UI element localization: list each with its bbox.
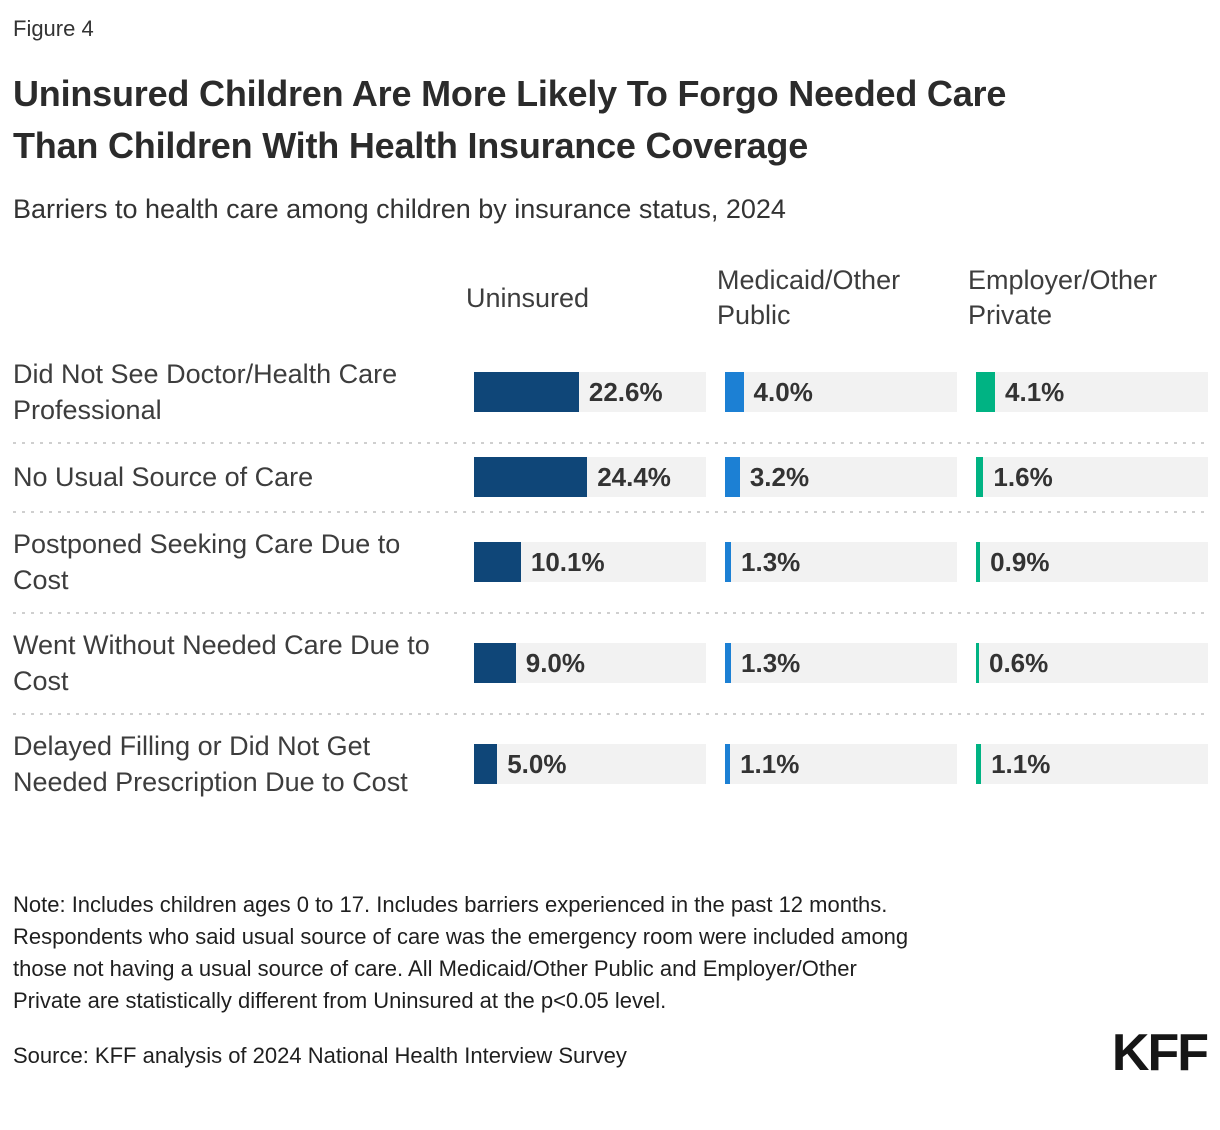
bar-track: 1.1%	[976, 744, 1208, 784]
source-text: Source: KFF analysis of 2024 National He…	[13, 1043, 627, 1068]
category-label: No Usual Source of Care	[13, 462, 314, 492]
note-text: Note: Includes children ages 0 to 17. In…	[13, 892, 909, 1013]
bar-value-label: 22.6%	[588, 376, 663, 407]
bar-track: 0.6%	[976, 643, 1208, 683]
bar-track: 1.3%	[725, 643, 957, 683]
bar-fill	[976, 744, 982, 784]
bar-fill	[976, 542, 981, 582]
bar-value-label: 4.1%	[1005, 376, 1065, 407]
bar-fill	[976, 643, 979, 683]
bar-value-label: 1.6%	[993, 461, 1053, 492]
bar-track: 0.9%	[976, 542, 1208, 582]
bar-fill	[725, 372, 744, 412]
bar-value-label: 0.6%	[989, 647, 1049, 678]
bar-value-label: 5.0%	[507, 748, 567, 779]
bar-track: 4.0%	[725, 372, 957, 412]
bar-fill	[474, 744, 498, 784]
chart-subtitle: Barriers to health care among children b…	[13, 194, 786, 224]
column-header-employer-other-private: Employer/Other Private	[968, 265, 1158, 330]
bar-value-label: 3.2%	[749, 461, 810, 492]
bar-fill	[474, 643, 516, 683]
bar-value-label: 0.9%	[990, 546, 1050, 577]
bar-value-label: 4.0%	[753, 376, 813, 407]
category-label: Delayed Filling or Did Not Get Needed Pr…	[13, 731, 408, 797]
bar-track: 10.1%	[474, 542, 706, 582]
column-header-medicaid-other-public: Medicaid/Other Public	[717, 265, 901, 330]
bar-fill	[474, 457, 588, 497]
bar-value-label: 9.0%	[525, 647, 586, 678]
bar-fill	[474, 372, 579, 412]
bar-track: 9.0%	[474, 643, 706, 683]
figure-label: Figure 4	[13, 16, 94, 41]
chart-row: No Usual Source of Care 24.4% 3.2% 1.6%	[13, 444, 1208, 510]
category-label: Went Without Needed Care Due to Cost	[13, 630, 430, 696]
bar-value-label: 10.1%	[530, 546, 605, 577]
bar-value-label: 1.3%	[741, 546, 801, 577]
chart-title: Uninsured Children Are More Likely To Fo…	[13, 73, 1007, 166]
column-header-row: Uninsured Medicaid/Other Public Employer…	[13, 255, 1207, 341]
row-separator	[13, 611, 1207, 614]
chart-row: Delayed Filling or Did Not Get Needed Pr…	[13, 715, 1208, 813]
column-header-uninsured: Uninsured	[466, 282, 590, 313]
bar-fill	[725, 542, 732, 582]
chart-row: Did Not See Doctor/Health Care Professio…	[13, 343, 1208, 441]
category-label: Postponed Seeking Care Due to Cost	[13, 529, 401, 595]
bar-track: 4.1%	[976, 372, 1208, 412]
row-separator	[13, 510, 1207, 513]
footer: Source: KFF analysis of 2024 National He…	[13, 1024, 1209, 1082]
bar-fill	[976, 457, 984, 497]
bar-track: 3.2%	[725, 457, 957, 497]
row-separator	[13, 441, 1207, 444]
bar-value-label: 24.4%	[597, 461, 671, 492]
bar-fill	[725, 643, 732, 683]
bar-track: 1.3%	[725, 542, 957, 582]
kff-logo: KFF	[1111, 1024, 1209, 1082]
row-separator	[13, 712, 1207, 715]
bar-fill	[725, 744, 731, 784]
bar-track: 22.6%	[474, 372, 706, 412]
category-label: Did Not See Doctor/Health Care Professio…	[13, 359, 398, 425]
bar-track: 5.0%	[474, 744, 706, 784]
bar-value-label: 1.1%	[740, 748, 800, 779]
bar-fill	[976, 372, 996, 412]
bar-fill	[725, 457, 740, 497]
bar-fill	[474, 542, 521, 582]
bar-track: 1.1%	[725, 744, 957, 784]
bar-track: 24.4%	[474, 457, 706, 497]
bar-chart: Did Not See Doctor/Health Care Professio…	[13, 343, 1208, 813]
chart-row: Postponed Seeking Care Due to Cost 10.1%…	[13, 513, 1208, 611]
bar-value-label: 1.1%	[991, 748, 1051, 779]
bar-value-label: 1.3%	[741, 647, 801, 678]
chart-row: Went Without Needed Care Due to Cost 9.0…	[13, 614, 1208, 712]
bar-track: 1.6%	[976, 457, 1208, 497]
figure-page: Figure 4 Uninsured Children Are More Lik…	[13, 16, 1209, 1082]
